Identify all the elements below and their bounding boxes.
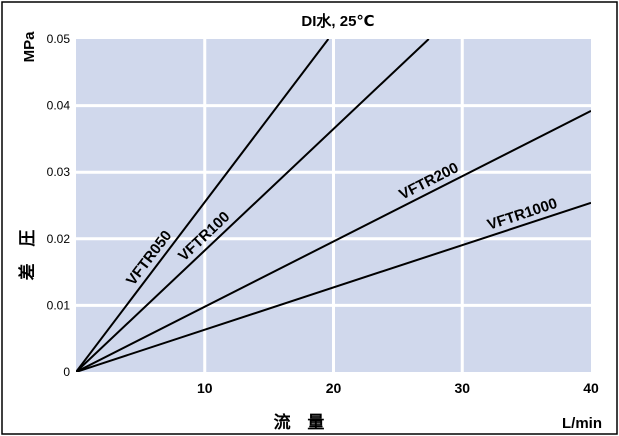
y-tick-labels: 0 0.01 0.02 0.03 0.04 0.05: [47, 32, 71, 379]
y-tick-label: 0.05: [47, 32, 71, 46]
series-line-vftr050: [76, 39, 330, 372]
x-axis-label: 流 量: [274, 412, 331, 432]
y-tick-label: 0.03: [47, 165, 71, 179]
x-tick-label: 10: [197, 380, 213, 396]
series-line-vftr1000: [76, 201, 591, 372]
y-axis-unit: MPa: [21, 31, 38, 63]
x-tick-label: 30: [454, 380, 470, 396]
series-line-vftr200: [76, 110, 591, 372]
x-axis-unit: L/min: [562, 415, 602, 432]
chart-title: DI水, 25℃: [301, 12, 374, 30]
x-tick-label: 40: [583, 380, 599, 396]
y-tick-label: 0.01: [47, 298, 71, 312]
x-tick-label: 20: [326, 380, 342, 396]
y-axis-label: 差 圧: [17, 224, 37, 281]
y-tick-label: 0.02: [47, 232, 71, 246]
x-tick-labels: 10 20 30 40: [197, 380, 599, 396]
y-tick-label: 0: [63, 365, 70, 379]
series-lines: [76, 39, 591, 372]
y-tick-label: 0.04: [47, 99, 71, 113]
grid-lines: [76, 39, 591, 372]
series-line-vftr100: [76, 39, 430, 372]
